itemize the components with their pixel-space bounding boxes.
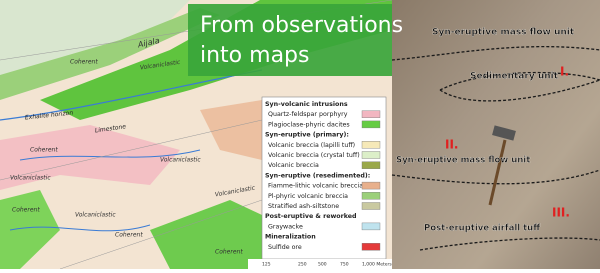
- legend-swatch: [361, 243, 381, 251]
- legend-label: Pl-phyric volcanic breccia: [268, 193, 348, 200]
- photo-label: Sedimentary unit: [470, 72, 559, 82]
- map-line: [0, 69, 263, 121]
- legend-label: Fiamme-lithic volcanic breccia: [268, 183, 363, 190]
- photo-labels: Syn-eruptive mass flow unit Sedimentary u…: [396, 27, 575, 234]
- map-line: [9, 224, 151, 232]
- photo-label: III.: [552, 206, 570, 220]
- map-unit: [150, 200, 262, 269]
- legend-swatch: [361, 192, 381, 200]
- photo-label: Syn-eruptive mass flow unit: [432, 28, 575, 38]
- map-line: [19, 149, 201, 161]
- legend-label: Quartz-feldspar porphyry: [268, 111, 348, 118]
- hammer: [492, 125, 516, 141]
- legend-swatch: [361, 161, 381, 169]
- legend-label: Volcanic breccia (lapilli tuff): [268, 142, 355, 149]
- legend-label: Volcanic breccia (crystal tuff): [268, 152, 360, 159]
- map-unit: [0, 8, 220, 100]
- map-label: Coherent: [70, 59, 98, 66]
- title-box: [188, 4, 392, 76]
- map-unit: [200, 100, 262, 160]
- photo-label: Post-eruptive airfall tuff: [424, 224, 540, 234]
- contact-line: [439, 79, 600, 102]
- map-unit: [0, 125, 180, 190]
- scale-label: 125: [262, 262, 271, 268]
- legend-heading: Post-eruptive & reworked: [265, 213, 357, 220]
- map-label: Volcaniclastic: [10, 175, 51, 182]
- legend-label: Graywacke: [268, 223, 303, 230]
- map-label: Coherent: [12, 207, 40, 214]
- photo: Syn-eruptive mass flow unit Sedimentary u…: [391, 0, 600, 269]
- legend-label: Plagioclase-phyric dacites: [268, 121, 350, 128]
- scale-label: 500: [318, 262, 327, 268]
- legend-swatch: [361, 120, 381, 129]
- legend-label: Volcanic breccia: [268, 162, 319, 169]
- map-label: Coherent: [215, 249, 243, 256]
- legend-swatch: [361, 110, 381, 118]
- hammer: [488, 139, 507, 206]
- legend-heading: Mineralization: [265, 234, 316, 241]
- scale-label: 750: [340, 262, 349, 268]
- legend-swatch: [361, 181, 381, 190]
- legend-heading: Syn-eruptive (primary):: [265, 132, 349, 139]
- scale-label: 1,000 Meters: [362, 262, 392, 268]
- map-label: Volcaniclastic: [160, 157, 201, 164]
- legend-swatch: [361, 141, 381, 149]
- legend-swatch: [361, 222, 381, 231]
- legend-label: Sulfide ore: [268, 244, 302, 251]
- photo-label: I.: [560, 65, 569, 79]
- legend-label: Stratified ash-siltstone: [268, 203, 339, 210]
- scale-label: 250: [298, 262, 307, 268]
- legend-swatch: [361, 202, 381, 210]
- legend-swatch: [361, 151, 381, 159]
- contact-line: [391, 46, 600, 251]
- map-label: Limestone: [95, 123, 127, 134]
- scale-background: [248, 259, 392, 269]
- scale-bar: 125 250 500 750 1,000 Meters: [248, 259, 392, 269]
- legend-heading: Syn-eruptive (resedimented):: [265, 172, 370, 179]
- map-label: Volcaniclastic: [75, 212, 116, 219]
- legend-items: Syn-volcanic intrusions Quartz-feldspar p…: [265, 101, 381, 251]
- map-label: Coherent: [115, 232, 143, 239]
- map-unit: [0, 190, 60, 269]
- photo-label: II.: [445, 138, 459, 152]
- map-label: Coherent: [30, 147, 58, 154]
- photo-label: Syn-eruptive mass flow unit: [396, 156, 530, 166]
- legend-heading: Syn-volcanic intrusions: [265, 101, 348, 108]
- title: From observations into maps: [200, 13, 403, 68]
